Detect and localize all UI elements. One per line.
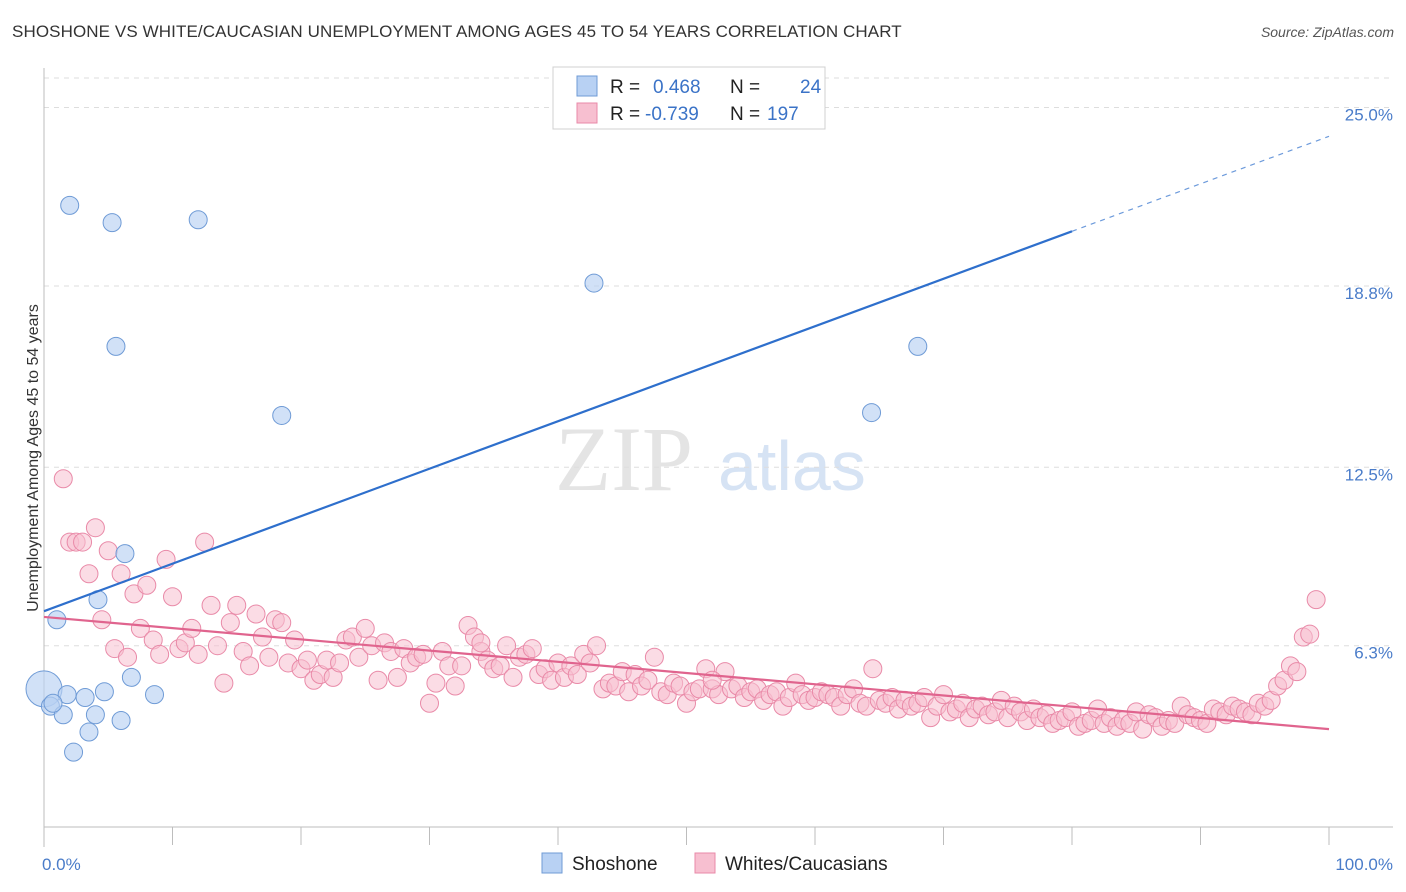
shoshone-point-18 xyxy=(188,210,208,230)
white-point-27 xyxy=(227,595,247,615)
white-point-5 xyxy=(85,518,105,538)
shoshone-point-13 xyxy=(106,336,126,356)
shoshone-point-6 xyxy=(64,742,84,762)
white-point-38 xyxy=(297,650,317,670)
chart-title: SHOSHONE VS WHITE/CAUCASIAN UNEMPLOYMENT… xyxy=(12,22,902,41)
white-point-30 xyxy=(246,604,266,624)
shoshone-point-14 xyxy=(111,711,131,731)
watermark-atlas: atlas xyxy=(718,427,866,505)
shoshone-point-17 xyxy=(145,685,165,705)
shoshone-point-8 xyxy=(79,722,99,742)
white-trend-line xyxy=(43,615,1330,731)
shoshone-point-11 xyxy=(94,682,114,702)
legend-r-value-2: -0.739 xyxy=(645,104,699,125)
white-point-80 xyxy=(567,664,587,684)
shoshone-point-16 xyxy=(121,667,141,687)
bottom-legend-label-white: Whites/Caucasians xyxy=(725,854,888,875)
white-point-195 xyxy=(1306,590,1326,610)
legend-r-label-1: R = xyxy=(610,77,640,98)
y-tick-label-0: 6.3% xyxy=(1354,644,1393,663)
white-point-0 xyxy=(53,469,73,489)
white-point-62 xyxy=(452,656,472,676)
shoshone-point-2 xyxy=(47,610,67,630)
bottom-legend-swatch-shoshone xyxy=(541,852,563,874)
legend-n-value-2: 197 xyxy=(767,104,799,125)
white-point-24 xyxy=(207,636,227,656)
white-point-58 xyxy=(426,673,446,693)
legend-n-label-2: N = xyxy=(730,104,760,125)
bottom-legend-swatch-white xyxy=(694,852,716,874)
x-tick-label-min: 0.0% xyxy=(42,855,81,874)
shoshone-point-7 xyxy=(75,687,95,707)
bottom-legend-label-shoshone: Shoshone xyxy=(572,854,658,875)
white-point-21 xyxy=(188,644,208,664)
y-tick-label-1: 12.5% xyxy=(1345,465,1393,484)
white-point-126 xyxy=(863,659,883,679)
white-point-7 xyxy=(98,541,118,561)
white-point-13 xyxy=(137,575,157,595)
white-point-194 xyxy=(1300,624,1320,644)
white-point-23 xyxy=(201,595,221,615)
white-point-57 xyxy=(420,693,439,713)
white-point-196 xyxy=(471,633,491,653)
x-tick-label-max: 100.0% xyxy=(1335,855,1393,874)
white-point-47 xyxy=(355,618,375,638)
y-tick-label-2: 18.8% xyxy=(1345,284,1393,303)
legend-swatch-white xyxy=(576,102,598,124)
y-axis-label: Unemployment Among Ages 45 to 54 years xyxy=(25,304,42,612)
white-point-26 xyxy=(220,613,240,633)
white-point-70 xyxy=(503,667,523,687)
white-point-6 xyxy=(92,610,112,630)
shoshone-trend-extension xyxy=(1071,135,1330,232)
legend-n-label-1: N = xyxy=(730,77,760,98)
shoshone-trend-line xyxy=(43,230,1073,613)
white-point-83 xyxy=(587,636,607,656)
shoshone-point-21 xyxy=(862,403,882,423)
legend-r-label-2: R = xyxy=(610,104,640,125)
white-point-3 xyxy=(73,532,93,552)
white-point-17 xyxy=(163,587,182,607)
white-point-92 xyxy=(644,647,664,667)
legend-r-value-1: 0.468 xyxy=(653,77,701,98)
white-point-56 xyxy=(413,644,433,664)
watermark-zip: ZIP xyxy=(555,408,693,510)
shoshone-point-5 xyxy=(60,195,80,215)
white-point-73 xyxy=(522,639,542,659)
legend-swatch-shoshone xyxy=(576,75,598,97)
white-point-25 xyxy=(214,673,234,693)
white-point-69 xyxy=(497,636,517,656)
shoshone-point-20 xyxy=(584,273,604,293)
shoshone-series-points xyxy=(25,195,928,762)
shoshone-point-22 xyxy=(908,336,928,356)
axes xyxy=(43,68,1393,847)
y-tick-labels: 6.3% 12.5% 18.8% 25.0% xyxy=(1345,106,1393,663)
shoshone-point-12 xyxy=(102,213,122,233)
white-point-29 xyxy=(240,656,260,676)
white-point-10 xyxy=(118,647,138,667)
source-label: Source: ZipAtlas.com xyxy=(1260,24,1394,40)
white-point-15 xyxy=(150,644,170,664)
white-point-91 xyxy=(638,670,658,690)
correlation-legend: R = 0.468 N = 24 R = -0.739 N = 197 xyxy=(552,66,826,130)
white-point-61 xyxy=(445,676,465,696)
white-point-32 xyxy=(259,647,279,667)
series-legend: Shoshone Whites/Caucasians xyxy=(541,852,888,875)
white-point-46 xyxy=(349,647,369,667)
white-point-49 xyxy=(368,670,388,690)
white-series-points xyxy=(53,469,1326,739)
white-point-82 xyxy=(580,653,600,673)
shoshone-point-19 xyxy=(272,405,292,425)
white-point-4 xyxy=(79,564,99,584)
legend-n-value-1: 24 xyxy=(800,77,822,98)
white-point-34 xyxy=(272,613,292,633)
white-point-52 xyxy=(387,667,407,687)
trend-lines xyxy=(43,135,1330,731)
white-point-43 xyxy=(330,653,350,673)
white-point-192 xyxy=(1287,662,1307,682)
shoshone-point-15 xyxy=(115,544,135,564)
shoshone-point-23 xyxy=(43,693,63,713)
shoshone-point-9 xyxy=(85,705,105,725)
y-tick-label-3: 25.0% xyxy=(1345,106,1393,125)
